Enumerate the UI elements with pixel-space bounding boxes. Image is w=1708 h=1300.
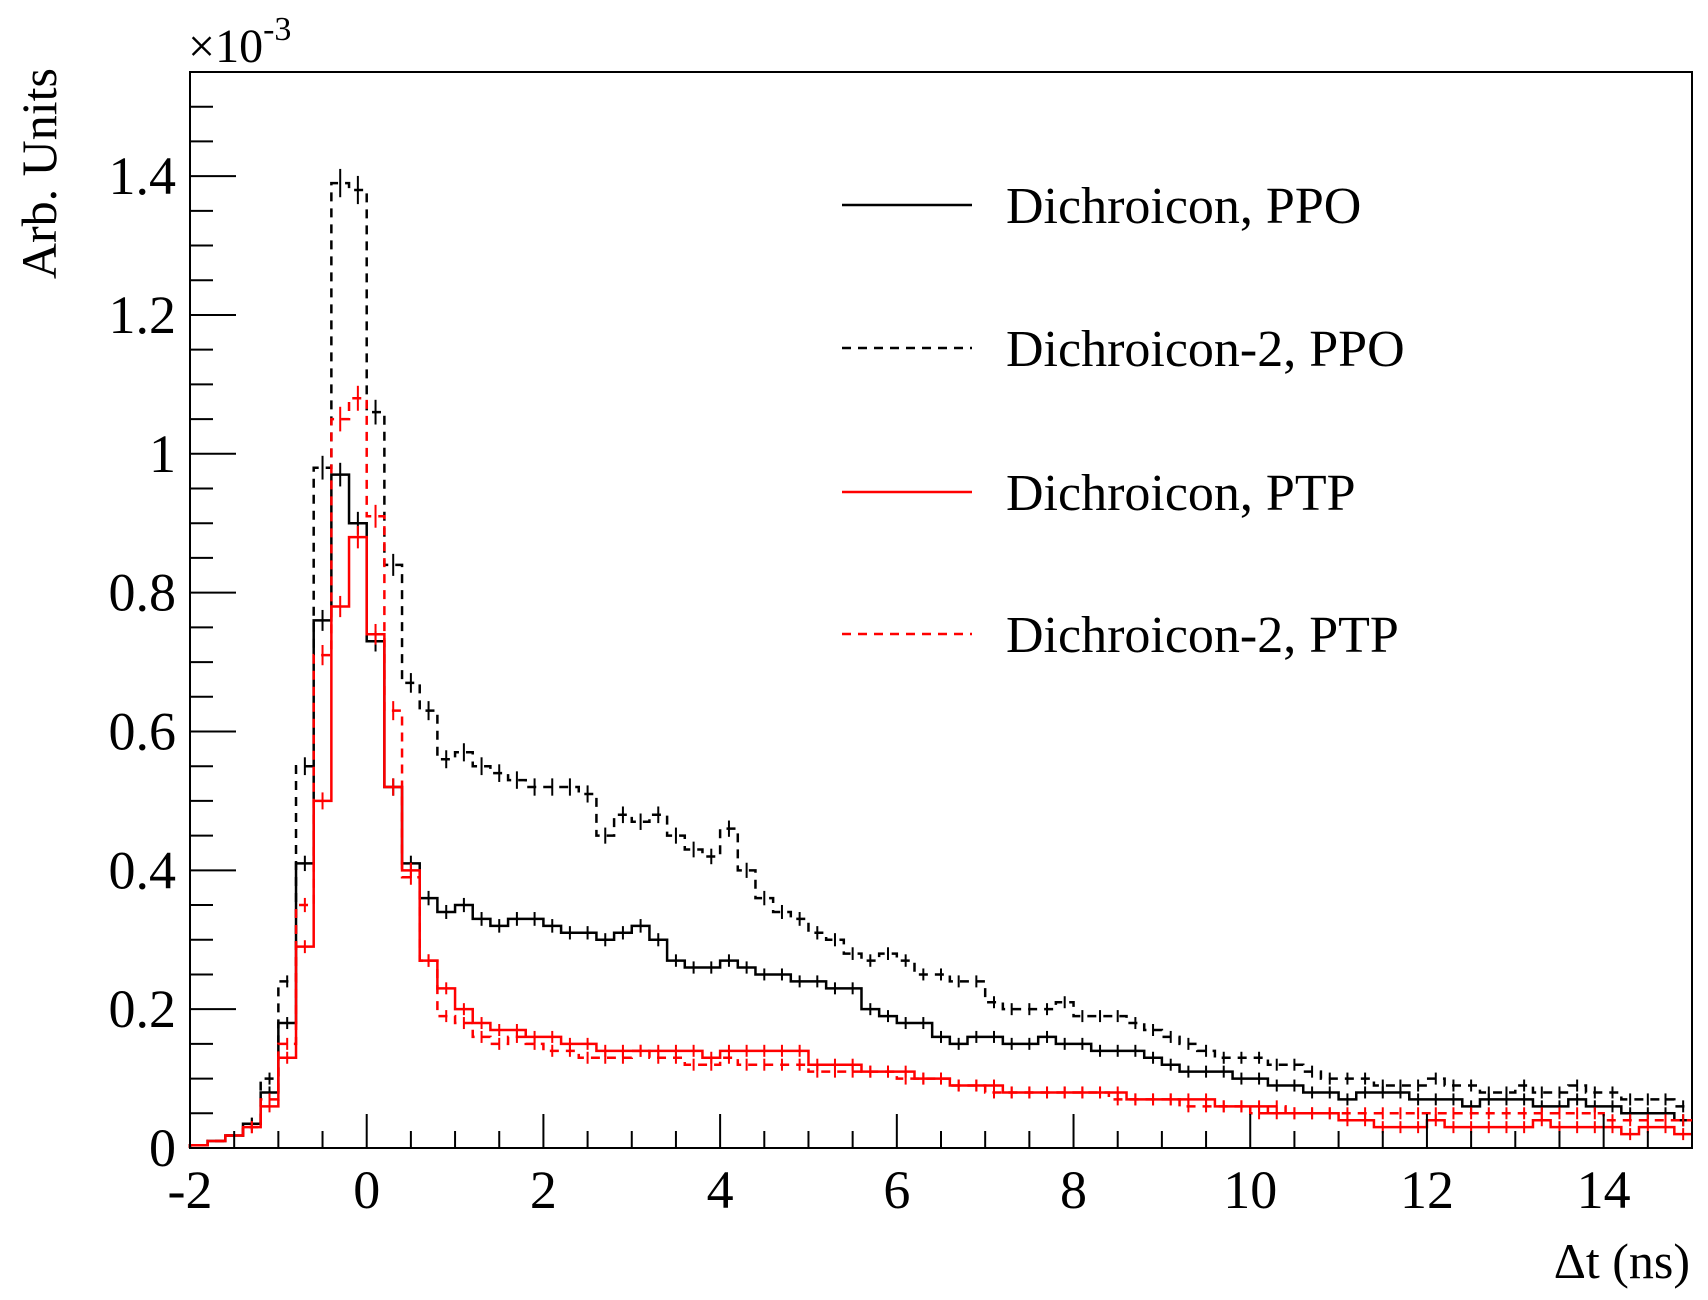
series-step-line xyxy=(188,397,1692,1148)
x-tick-label: 10 xyxy=(1223,1160,1277,1220)
series-layer xyxy=(188,168,1692,1148)
y-tick-label: 0.4 xyxy=(109,840,177,900)
x-tick-label: 0 xyxy=(353,1160,380,1220)
y-multiplier-label: ×10-3 xyxy=(188,11,291,73)
legend-label: Dichroicon, PPO xyxy=(1006,178,1361,235)
x-tick-label: 2 xyxy=(530,1160,557,1220)
y-tick-label: 0.6 xyxy=(109,701,177,761)
legend-item: Dichroicon-2, PTP xyxy=(842,607,1399,664)
series-dichroicon-2-ppo xyxy=(188,168,1692,1148)
y-tick-label: 0 xyxy=(149,1118,176,1178)
legend-label: Dichroicon-2, PTP xyxy=(1006,607,1399,664)
x-tick-label: 4 xyxy=(707,1160,734,1220)
legend-item: Dichroicon, PTP xyxy=(842,465,1356,522)
y-tick-label: 1 xyxy=(149,424,176,484)
series-step-line xyxy=(188,181,1692,1148)
legend: Dichroicon, PPO Dichroicon-2, PPO Dichroic… xyxy=(842,178,1405,664)
legend-item: Dichroicon, PPO xyxy=(842,178,1361,235)
legend-item: Dichroicon-2, PPO xyxy=(842,321,1405,378)
y-tick-label: 1.4 xyxy=(109,146,177,206)
legend-label: Dichroicon-2, PPO xyxy=(1006,321,1405,378)
y-tick-label: 0.8 xyxy=(109,563,177,623)
series-step-line xyxy=(188,535,1692,1148)
legend-label: Dichroicon, PTP xyxy=(1006,465,1356,522)
y-tick-label: 1.2 xyxy=(109,285,177,345)
series-dichroicon-ptp xyxy=(188,525,1692,1148)
x-axis-title: Δt (ns) xyxy=(1554,1233,1690,1289)
x-tick-label: -2 xyxy=(168,1160,213,1220)
x-tick-label: 8 xyxy=(1060,1160,1087,1220)
y-axis-title: Arb. Units xyxy=(11,68,67,279)
x-tick-label: 6 xyxy=(883,1160,910,1220)
x-tick-label: 12 xyxy=(1400,1160,1454,1220)
x-tick-label: 14 xyxy=(1577,1160,1631,1220)
y-tick-label: 0.2 xyxy=(109,979,177,1039)
